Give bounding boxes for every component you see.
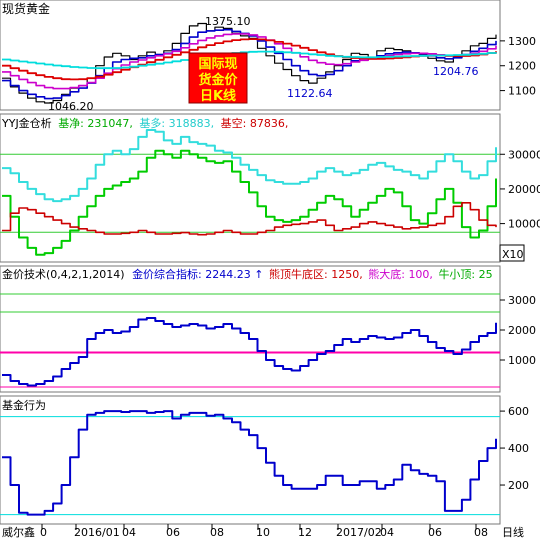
long-label: 基多:: [139, 116, 165, 130]
y-tick-label: 1300: [508, 35, 536, 48]
series-line-2-1: [2, 149, 497, 256]
x10-box: [499, 244, 525, 262]
series-line-1-5: [2, 50, 497, 70]
bear-bottom-label: 熊大底:: [368, 267, 405, 281]
position-series: [0, 129, 500, 256]
x-axis-start-label: 威尔鑫: [2, 525, 35, 539]
y-tick-label: 1100: [508, 85, 536, 98]
x-tick-label: 04: [122, 526, 136, 539]
fund-axis: 200 400 600: [500, 405, 529, 492]
indicator-arrow: ↑: [254, 268, 263, 281]
net-label: 基净:: [58, 116, 84, 130]
x-tick-label: 2017/02: [336, 526, 382, 539]
y-tick-label: 1200: [508, 60, 536, 73]
annotation-low1: 1046.20: [48, 100, 94, 113]
badge-line3: 日K线: [200, 88, 236, 104]
price-axis: 1100 1200 1300: [500, 35, 536, 98]
tech-axis: 1000 2000 3000: [500, 294, 536, 367]
x-tick-label: 08: [210, 526, 224, 539]
y-tick-label: 3000: [508, 294, 536, 307]
bull-zone-value: 1250,: [331, 268, 363, 281]
x-tick-label: 06: [166, 526, 180, 539]
y-tick-label: 200: [508, 479, 529, 492]
period-label: 日线: [502, 525, 524, 539]
badge-line1: 国际现: [198, 57, 237, 72]
long-value: 318883,: [169, 117, 215, 130]
annotation-high: 1375.10: [205, 15, 251, 28]
x-tick-label: 10: [256, 526, 270, 539]
fund-panel-title: 基金行为: [2, 398, 46, 412]
x-tick-label: 04: [380, 526, 394, 539]
series-line-2-3: [2, 202, 497, 236]
position-panel-title: YYJ金仓析: [1, 116, 52, 130]
annotation-low2: 1122.64: [287, 87, 333, 100]
y-tick-label: 20000: [508, 183, 540, 196]
badge: 国际现 货金价 日K线: [188, 52, 248, 104]
series-line-1-3: [2, 33, 497, 90]
net-value: 231047,: [87, 117, 133, 130]
small-top-value: 25: [479, 268, 493, 281]
y-tick-label: 600: [508, 405, 529, 418]
small-top-label: 牛小顶:: [438, 267, 475, 281]
x-tick-label: 2016/01: [74, 526, 120, 539]
badge-line2: 货金价: [198, 72, 238, 88]
series-line-2-2: [2, 129, 497, 203]
x-tick-label: 06: [428, 526, 442, 539]
series-line-3-1: [2, 317, 497, 387]
x10-label: X10: [502, 248, 524, 261]
fund-series: [0, 410, 500, 516]
short-value: 87836,: [250, 117, 289, 130]
indicator-label: 金价综合指标:: [132, 267, 202, 281]
bear-bottom-value: 100,: [408, 268, 433, 281]
tech-panel-legend: 金价技术(0,4,2,1,2014) 金价综合指标: 2244.23 ↑ 熊顶牛…: [2, 267, 493, 281]
bull-zone-label: 熊顶牛底区:: [269, 267, 328, 281]
price-panel-frame: [0, 0, 501, 111]
tech-series: [0, 293, 500, 388]
y-tick-label: 10000: [508, 218, 540, 231]
position-panel-legend: YYJ金仓析 基净: 231047, 基多: 318883, 基空: 87836…: [1, 116, 288, 130]
tech-panel-frame: [0, 265, 501, 393]
x-tick-label: 12: [298, 526, 312, 539]
position-axis: 10000 20000 30000: [500, 148, 540, 231]
fund-panel-frame: [0, 395, 501, 525]
position-panel-frame: [0, 113, 501, 263]
x-tick-label: 0: [40, 526, 47, 539]
indicator-value: 2244.23: [205, 268, 251, 281]
annotation-last: 1204.76: [433, 65, 479, 78]
tech-panel-title: 金价技术(0,4,2,1,2014): [2, 267, 125, 281]
price-panel-title: 现货黄金: [2, 1, 50, 16]
y-tick-label: 2000: [508, 324, 536, 337]
price-series: [2, 22, 497, 104]
y-tick-label: 400: [508, 442, 529, 455]
y-tick-label: 30000: [508, 148, 540, 161]
series-line-4-1: [2, 410, 497, 516]
x-tick-label: 08: [474, 526, 488, 539]
short-label: 基空:: [221, 116, 247, 130]
y-tick-label: 1000: [508, 354, 536, 367]
